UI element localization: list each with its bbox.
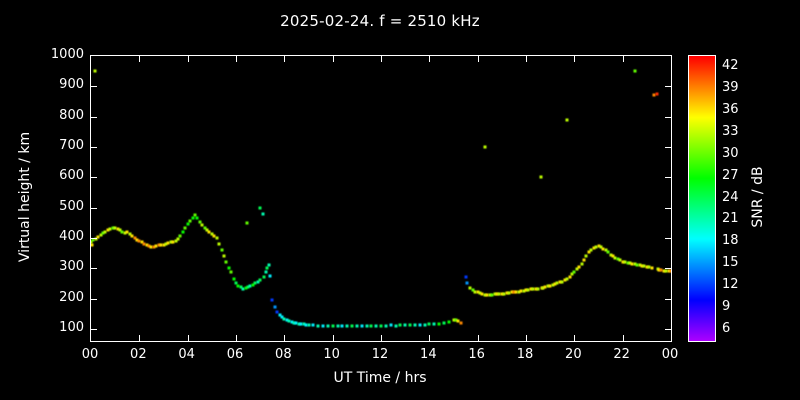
x-tick-label: 22 bbox=[613, 347, 630, 362]
y-tick-label: 300 bbox=[59, 259, 84, 275]
x-tick-label: 12 bbox=[371, 347, 389, 362]
tick-mark bbox=[139, 335, 140, 341]
tick-mark bbox=[91, 147, 97, 148]
x-tick-label: 20 bbox=[565, 347, 582, 362]
plot-area bbox=[90, 55, 672, 342]
x-tick-label: 06 bbox=[226, 347, 244, 362]
tick-mark bbox=[429, 56, 430, 62]
colorbar-label: SNR / dB bbox=[750, 166, 766, 228]
x-tick-label: 10 bbox=[323, 347, 340, 362]
colorbar bbox=[688, 55, 716, 342]
tick-mark bbox=[91, 117, 97, 118]
tick-mark bbox=[623, 335, 624, 341]
tick-mark bbox=[91, 208, 97, 209]
tick-mark bbox=[91, 329, 97, 330]
y-tick-label: 900 bbox=[59, 77, 84, 93]
colorbar-gradient bbox=[689, 56, 715, 341]
tick-mark bbox=[91, 268, 97, 269]
cb-tick-label: 42 bbox=[722, 57, 739, 73]
y-tick-label: 600 bbox=[59, 168, 84, 184]
tick-mark bbox=[526, 335, 527, 341]
y-tick-label: 1000 bbox=[50, 47, 84, 62]
tick-mark bbox=[333, 56, 334, 62]
tick-mark bbox=[91, 177, 97, 178]
tick-mark bbox=[665, 268, 671, 269]
tick-mark bbox=[665, 117, 671, 118]
x-tick-label: 04 bbox=[178, 347, 195, 362]
cb-tick-label: 6 bbox=[722, 321, 731, 337]
tick-mark bbox=[526, 56, 527, 62]
tick-mark bbox=[623, 56, 624, 62]
tick-mark bbox=[665, 299, 671, 300]
tick-mark bbox=[139, 56, 140, 62]
tick-mark bbox=[429, 335, 430, 341]
tick-mark bbox=[478, 56, 479, 62]
y-tick-label: 700 bbox=[59, 137, 84, 153]
tick-mark bbox=[188, 335, 189, 341]
tick-mark bbox=[381, 56, 382, 62]
cb-tick-label: 39 bbox=[722, 79, 739, 95]
y-tick-label: 400 bbox=[59, 228, 84, 244]
x-axis-label: UT Time / hrs bbox=[333, 370, 427, 386]
x-tick-label: 08 bbox=[275, 347, 292, 362]
tick-mark bbox=[91, 238, 97, 239]
scatter-canvas bbox=[91, 56, 671, 341]
tick-mark bbox=[236, 56, 237, 62]
y-tick-label: 500 bbox=[59, 198, 84, 214]
cb-tick-label: 24 bbox=[722, 189, 739, 205]
cb-tick-label: 21 bbox=[722, 211, 739, 227]
tick-mark bbox=[665, 147, 671, 148]
tick-mark bbox=[284, 56, 285, 62]
x-tick-label: 16 bbox=[468, 347, 485, 362]
x-tick-label: 00 bbox=[661, 347, 679, 362]
x-tick-label: 18 bbox=[516, 347, 534, 362]
tick-mark bbox=[381, 335, 382, 341]
tick-mark bbox=[284, 335, 285, 341]
tick-mark bbox=[665, 86, 671, 87]
tick-mark bbox=[574, 56, 575, 62]
tick-mark bbox=[91, 299, 97, 300]
y-tick-label: 100 bbox=[59, 319, 84, 335]
tick-mark bbox=[665, 238, 671, 239]
tick-mark bbox=[188, 56, 189, 62]
tick-mark bbox=[665, 177, 671, 178]
tick-mark bbox=[665, 208, 671, 209]
cb-tick-label: 30 bbox=[722, 145, 739, 161]
tick-mark bbox=[236, 335, 237, 341]
cb-tick-label: 9 bbox=[722, 299, 731, 315]
cb-tick-label: 12 bbox=[722, 277, 739, 293]
y-tick-label: 800 bbox=[59, 107, 84, 123]
tick-mark bbox=[333, 335, 334, 341]
x-tick-label: 02 bbox=[130, 347, 147, 362]
tick-mark bbox=[665, 329, 671, 330]
cb-tick-label: 33 bbox=[722, 123, 739, 139]
cb-tick-label: 27 bbox=[722, 167, 739, 183]
cb-tick-label: 15 bbox=[722, 255, 739, 271]
x-tick-label: 00 bbox=[81, 347, 99, 362]
x-tick-label: 14 bbox=[420, 347, 437, 362]
tick-mark bbox=[91, 86, 97, 87]
y-tick-label: 200 bbox=[59, 289, 84, 305]
chart-title: 2025-02-24. f = 2510 kHz bbox=[280, 12, 480, 30]
tick-mark bbox=[574, 335, 575, 341]
cb-tick-label: 36 bbox=[722, 101, 739, 117]
tick-mark bbox=[478, 335, 479, 341]
cb-tick-label: 18 bbox=[722, 233, 739, 249]
y-axis-label: Virtual height / km bbox=[17, 131, 33, 263]
